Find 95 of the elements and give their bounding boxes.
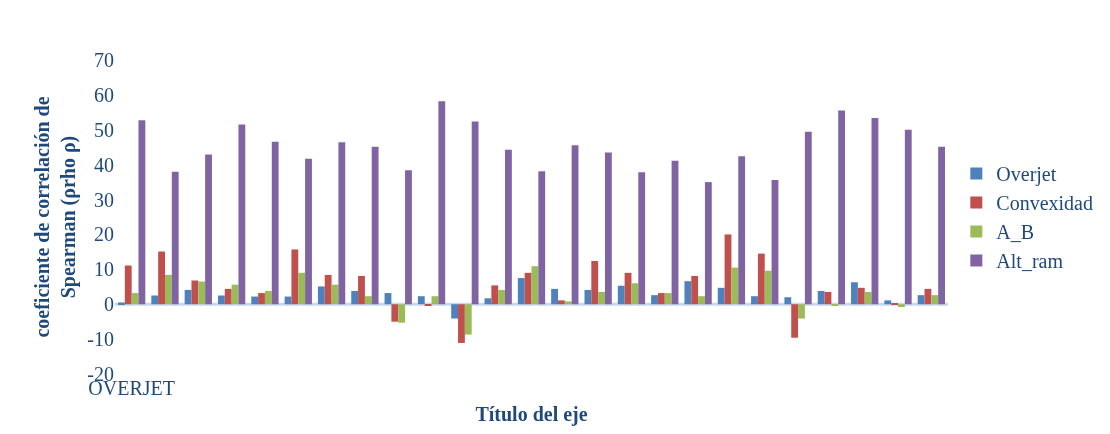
x-axis-title: Título del eje — [475, 402, 588, 426]
bar — [151, 295, 159, 305]
bar — [524, 272, 532, 305]
bar — [464, 304, 472, 335]
bar — [764, 270, 772, 305]
bar — [405, 170, 412, 305]
bar — [838, 110, 846, 305]
bar — [798, 304, 805, 319]
bar — [884, 300, 892, 305]
bar — [757, 253, 765, 305]
bar — [584, 289, 592, 305]
bar — [738, 156, 746, 305]
bar — [198, 281, 206, 305]
bar — [517, 278, 525, 305]
bar — [651, 295, 658, 305]
bar — [124, 265, 132, 305]
legend-label: A_B — [996, 221, 1035, 244]
bar — [557, 300, 565, 305]
bar — [164, 274, 172, 305]
bar — [564, 301, 572, 305]
bar — [398, 304, 406, 323]
bar — [664, 293, 672, 305]
bar — [338, 142, 346, 305]
bar — [358, 275, 365, 305]
bar — [938, 146, 945, 305]
bar — [171, 171, 179, 305]
bar — [851, 282, 858, 305]
bar — [817, 290, 825, 305]
legend-label: Convexidad — [996, 192, 1093, 215]
bar — [864, 292, 872, 305]
bar — [417, 296, 425, 305]
y-tick-label: 50 — [94, 118, 114, 141]
bar — [898, 304, 905, 308]
bar — [471, 121, 479, 305]
bar — [751, 296, 758, 305]
bar — [704, 182, 712, 305]
bar — [364, 296, 372, 305]
bar — [631, 283, 639, 305]
y-axis-title: coeficiente de correlación de Spearman (ρrho ρ) — [30, 96, 80, 338]
bar — [598, 292, 605, 305]
bar — [717, 287, 725, 305]
bar — [238, 124, 246, 305]
legend-label: Overjet — [996, 163, 1057, 187]
bar — [638, 172, 646, 305]
bar — [917, 295, 925, 305]
bar — [205, 154, 212, 305]
bar — [591, 260, 599, 305]
y-tick-label: 60 — [94, 83, 114, 106]
legend-label: Alt_ram — [996, 250, 1064, 273]
bar — [857, 287, 865, 305]
bar — [191, 280, 199, 305]
y-tick-label: 30 — [94, 188, 114, 211]
bar — [271, 141, 279, 305]
bar — [657, 293, 665, 305]
bar — [458, 304, 465, 343]
bar — [684, 281, 692, 305]
bar — [791, 304, 799, 338]
bar — [351, 290, 359, 305]
bar — [158, 251, 165, 305]
bar — [291, 249, 299, 305]
bar — [264, 290, 272, 305]
bar — [931, 295, 939, 305]
bar — [451, 304, 459, 319]
bar — [698, 296, 705, 305]
bar — [904, 129, 912, 305]
bar — [391, 304, 399, 322]
y-tick-label: 40 — [94, 153, 114, 176]
bar — [371, 146, 379, 305]
bar — [498, 289, 506, 305]
bar — [324, 274, 332, 305]
bar — [551, 288, 558, 305]
bar — [224, 288, 232, 305]
bar — [217, 295, 225, 305]
bar — [731, 267, 739, 305]
y-tick-label: 10 — [94, 258, 114, 281]
bar — [691, 275, 699, 305]
y-tick-label: 70 — [94, 49, 114, 71]
bar — [251, 296, 259, 305]
bar — [784, 297, 792, 305]
bar — [298, 272, 306, 305]
bar — [438, 101, 446, 305]
bar — [505, 149, 512, 305]
y-tick-label: 0 — [104, 293, 114, 316]
bar — [305, 158, 312, 305]
bar — [491, 285, 499, 305]
bar — [804, 131, 812, 305]
y-tick-label: 20 — [94, 223, 114, 246]
y-tick-label: -10 — [87, 328, 114, 351]
bar — [258, 293, 265, 305]
bar — [118, 302, 125, 305]
bar — [538, 171, 546, 305]
bar — [617, 285, 625, 305]
bar — [138, 120, 146, 305]
bar — [317, 286, 325, 305]
bar — [604, 152, 612, 305]
